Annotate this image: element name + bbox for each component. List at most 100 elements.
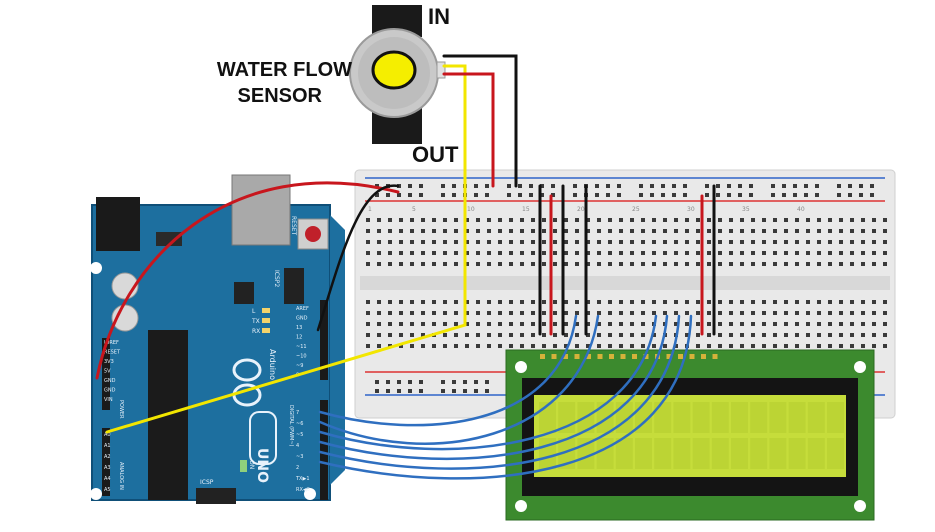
breadboard-hole — [773, 322, 777, 326]
breadboard-hole — [806, 322, 810, 326]
breadboard-hole — [806, 229, 810, 233]
sensor-label: WATER FLOW SENSOR — [202, 57, 352, 109]
breadboard-hole — [564, 333, 568, 337]
reset-button-cap[interactable] — [305, 226, 321, 242]
breadboard-hole — [685, 322, 689, 326]
breadboard-hole — [806, 240, 810, 244]
breadboard-hole — [784, 218, 788, 222]
breadboard-hole — [498, 218, 502, 222]
breadboard-hole — [388, 240, 392, 244]
lcd-pin — [563, 354, 568, 359]
breadboard-hole — [399, 300, 403, 304]
voltage-regulator — [156, 232, 182, 246]
breadboard-hole — [377, 333, 381, 337]
breadboard-hole — [498, 311, 502, 315]
breadboard-hole — [542, 322, 546, 326]
breadboard-hole — [608, 311, 612, 315]
breadboard-hole — [839, 333, 843, 337]
breadboard-hole — [685, 251, 689, 255]
breadboard-hole — [740, 262, 744, 266]
lcd-cell — [596, 402, 614, 433]
breadboard-hole — [498, 300, 502, 304]
breadboard-hole — [421, 229, 425, 233]
breadboard-hole — [476, 311, 480, 315]
breadboard-hole — [630, 322, 634, 326]
breadboard-hole — [795, 333, 799, 337]
breadboard-hole — [388, 333, 392, 337]
breadboard-hole — [771, 193, 775, 197]
breadboard-hole — [872, 333, 876, 337]
breadboard-hole — [839, 344, 843, 348]
breadboard-hole — [564, 251, 568, 255]
power-header — [102, 338, 110, 410]
breadboard-hole — [432, 251, 436, 255]
lcd-cell — [769, 402, 787, 433]
digital-pin-label: 13 — [296, 325, 302, 331]
power-pin-label: GND — [104, 388, 116, 394]
power-pin-label: IOREF — [104, 340, 119, 346]
breadboard-hole — [509, 333, 513, 337]
wire-d4-to-lcd — [318, 314, 669, 460]
breadboard-hole — [762, 311, 766, 315]
breadboard-hole — [817, 300, 821, 304]
breadboard-hole — [861, 229, 865, 233]
breadboard-hole — [575, 311, 579, 315]
breadboard-hole — [465, 251, 469, 255]
breadboard-hole — [718, 262, 722, 266]
breadboard-hole — [817, 240, 821, 244]
breadboard-hole — [705, 184, 709, 188]
breadboard-hole — [828, 229, 832, 233]
breadboard-holes — [366, 184, 887, 393]
breadboard-hole — [397, 389, 401, 393]
breadboard-hole — [619, 229, 623, 233]
breadboard-hole — [872, 262, 876, 266]
breadboard-hole — [661, 184, 665, 188]
icsp-header — [196, 488, 236, 504]
digital-header-label: DIGITAL (PWM~) — [288, 405, 294, 447]
breadboard-hole — [784, 344, 788, 348]
breadboard-hole — [597, 322, 601, 326]
breadboard-hole — [793, 184, 797, 188]
digital-pin-label: 4 — [296, 443, 299, 449]
digital-pin-label: ~9 — [296, 363, 303, 369]
breadboard-hole — [696, 251, 700, 255]
breadboard-hole — [575, 322, 579, 326]
breadboard-hole — [883, 229, 887, 233]
breadboard-hole — [751, 322, 755, 326]
breadboard-hole — [586, 322, 590, 326]
lcd-cell — [711, 402, 729, 433]
breadboard-hole — [410, 218, 414, 222]
breadboard-hole — [839, 218, 843, 222]
breadboard-hole — [553, 218, 557, 222]
breadboard-hole — [452, 380, 456, 384]
breadboard-hole — [652, 262, 656, 266]
breadboard-hole — [740, 240, 744, 244]
breadboard-hole — [729, 344, 733, 348]
breadboard-hole — [718, 240, 722, 244]
breadboard-hole — [663, 251, 667, 255]
digital-pin-label: AREF — [296, 306, 309, 312]
breadboard-hole — [465, 240, 469, 244]
breadboard-hole — [883, 240, 887, 244]
breadboard-hole — [828, 300, 832, 304]
breadboard-hole — [850, 262, 854, 266]
breadboard-hole — [575, 333, 579, 337]
breadboard-hole — [716, 184, 720, 188]
breadboard-hole — [641, 344, 645, 348]
breadboard-hole — [366, 240, 370, 244]
breadboard-hole — [597, 262, 601, 266]
breadboard-hole — [476, 251, 480, 255]
breadboard-hole — [729, 300, 733, 304]
sensor-connector — [436, 61, 446, 79]
breadboard-hole — [498, 322, 502, 326]
breadboard-hole — [377, 251, 381, 255]
breadboard-hole — [729, 251, 733, 255]
breadboard-hole — [630, 300, 634, 304]
breadboard-hole — [773, 344, 777, 348]
breadboard-hole — [487, 229, 491, 233]
breadboard-hole — [540, 184, 544, 188]
breadboard-hole — [421, 322, 425, 326]
breadboard-hole — [674, 344, 678, 348]
breadboard-hole — [839, 300, 843, 304]
